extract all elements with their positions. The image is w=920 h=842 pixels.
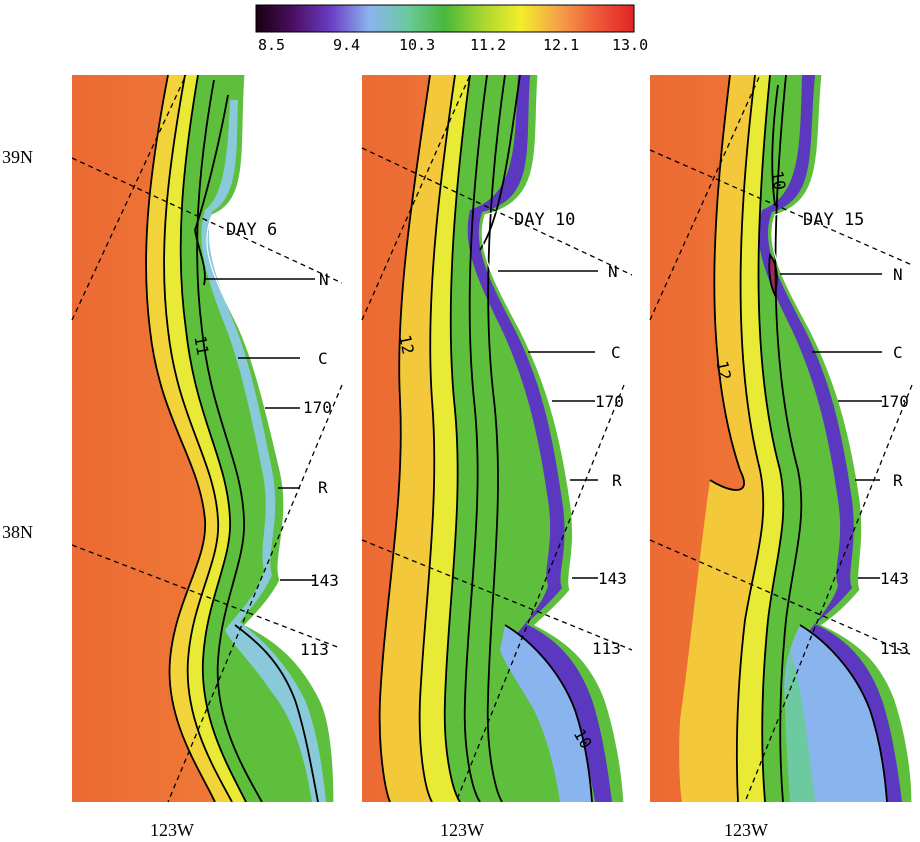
dashed-lines — [71, 74, 913, 803]
map-field — [362, 75, 624, 802]
contour-label: 12 — [395, 333, 418, 356]
contour-label: 11 — [190, 334, 212, 356]
contour-label: 10 — [767, 169, 789, 191]
section-label-r: R — [612, 471, 622, 490]
colorbar-tick-label: 13.0 — [612, 36, 648, 54]
section-label-c: C — [611, 343, 621, 362]
colorbar-tick-label: 10.3 — [399, 36, 435, 54]
section-label-r: R — [893, 471, 903, 490]
section-label-143: 143 — [310, 571, 339, 590]
section-label-n: N — [608, 262, 618, 281]
section-markers — [205, 270, 882, 581]
section-label-170: 170 — [880, 392, 909, 411]
colorbar-tick-label: 11.2 — [470, 36, 506, 54]
panel-title: DAY 10 — [514, 210, 575, 230]
section-label-143: 143 — [598, 569, 627, 588]
section-label-r: R — [318, 478, 328, 497]
section-label-n: N — [319, 270, 329, 289]
section-label-113: 113 — [592, 639, 621, 658]
section-label-143: 143 — [880, 569, 909, 588]
section-label-113: 113 — [300, 640, 329, 659]
section-label-170: 170 — [595, 392, 624, 411]
panel-day-6: DAY 6 11 123W — [72, 75, 334, 840]
section-label-c: C — [893, 343, 903, 362]
colorbar-tick-label: 8.5 — [258, 36, 285, 54]
lat-label-39n: 39N — [2, 147, 33, 167]
panel-title: DAY 15 — [803, 210, 864, 230]
colorbar: 8.5 9.4 10.3 11.2 12.1 13.0 — [255, 4, 648, 54]
panel-title: DAY 6 — [226, 220, 277, 240]
map-field — [72, 75, 334, 802]
x-axis-label: 123W — [440, 820, 484, 840]
contour-label: 12 — [712, 359, 735, 382]
x-axis-label: 123W — [150, 820, 194, 840]
section-label-113: 113 — [880, 639, 909, 658]
lat-label-38n: 38N — [2, 522, 33, 542]
section-label-170: 170 — [303, 398, 332, 417]
colorbar-tick-label: 9.4 — [333, 36, 360, 54]
panel-day-10: DAY 10 12 10 123W — [362, 75, 624, 840]
section-label-c: C — [318, 349, 328, 368]
panel-day-15: DAY 15 12 10 123W — [650, 75, 912, 840]
colorbar-bar — [255, 4, 635, 33]
x-axis-label: 123W — [724, 820, 768, 840]
map-field — [650, 75, 912, 802]
section-labels: N C 170 R 143 113 N C 170 R 143 113 N C … — [300, 262, 909, 659]
section-label-n: N — [893, 265, 903, 284]
colorbar-tick-label: 12.1 — [543, 36, 579, 54]
